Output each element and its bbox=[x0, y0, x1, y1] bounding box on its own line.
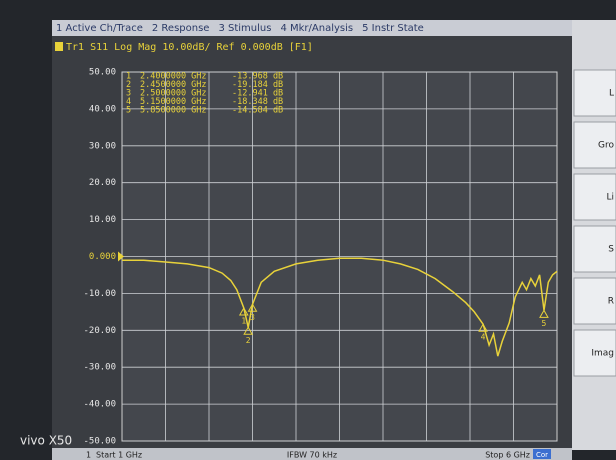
marker bbox=[243, 326, 254, 335]
y-tick-label: -40.00 bbox=[83, 400, 116, 410]
side-button[interactable] bbox=[573, 69, 616, 117]
menu-item[interactable]: 3 Stimulus bbox=[218, 23, 271, 34]
y-tick-label: -50.00 bbox=[83, 437, 116, 447]
side-button[interactable] bbox=[573, 277, 616, 325]
side-button[interactable] bbox=[573, 173, 616, 221]
menu-bar bbox=[52, 20, 572, 36]
y-tick-label: -30.00 bbox=[83, 363, 116, 373]
side-button[interactable] bbox=[573, 121, 616, 169]
marker-row-value: -14.584 dB bbox=[232, 106, 283, 116]
status-channel: 1 bbox=[86, 451, 91, 460]
marker bbox=[238, 307, 249, 316]
marker-row-x: 2.4000000 GHz bbox=[140, 72, 207, 82]
marker-number: 4 bbox=[481, 333, 486, 342]
marker-row-number: 2 bbox=[126, 80, 131, 90]
y-tick-label: -10.00 bbox=[83, 289, 116, 299]
side-button-label: S bbox=[608, 245, 614, 255]
marker-row-value: -19.184 dB bbox=[232, 80, 283, 90]
marker-row-x: 5.1500000 GHz bbox=[140, 97, 207, 107]
menu-item[interactable]: 4 Mkr/Analysis bbox=[280, 23, 353, 34]
trace bbox=[122, 257, 558, 357]
marker-row-number: 5 bbox=[126, 106, 131, 116]
y-tick-label: 10.00 bbox=[89, 215, 116, 225]
reference-pointer bbox=[118, 251, 124, 262]
marker-row-x: 2.5000000 GHz bbox=[140, 89, 207, 99]
chart-title: Tr1 S11 Log Mag 10.00dB/ Ref 0.000dB [F1… bbox=[66, 42, 313, 53]
y-tick-label: 20.00 bbox=[89, 178, 116, 188]
y-tick-label: 50.00 bbox=[89, 68, 116, 78]
marker-row-value: -18.348 dB bbox=[232, 97, 283, 107]
marker-row-number: 3 bbox=[126, 89, 131, 99]
marker-row-value: -12.941 dB bbox=[232, 89, 283, 99]
marker-row-number: 1 bbox=[126, 72, 131, 82]
marker bbox=[539, 309, 549, 318]
side-button-label: Imag bbox=[591, 349, 614, 359]
y-tick-label: 0.000 bbox=[89, 252, 116, 262]
side-button-label: Li bbox=[606, 193, 614, 203]
side-button-label: R bbox=[608, 297, 614, 307]
side-button-label: Gro bbox=[598, 141, 614, 151]
side-button[interactable] bbox=[573, 225, 616, 273]
status-stop: Stop 6 GHz bbox=[485, 451, 530, 460]
status-start: Start 1 GHz bbox=[96, 451, 142, 460]
marker-row-x: 5.8500000 GHz bbox=[140, 106, 207, 116]
side-button[interactable] bbox=[573, 329, 616, 377]
y-tick-label: 30.00 bbox=[89, 141, 116, 151]
marker-row-value: -13.968 dB bbox=[232, 72, 283, 82]
marker-row-number: 4 bbox=[126, 97, 131, 107]
status-ifbw: IFBW 70 kHz bbox=[287, 451, 337, 460]
menu-item[interactable]: 1 Active Ch/Trace bbox=[56, 23, 143, 34]
trace-flag bbox=[55, 42, 63, 51]
marker-number: 3 bbox=[250, 313, 255, 322]
y-tick-label: 40.00 bbox=[89, 104, 116, 114]
menu-item[interactable]: 2 Response bbox=[152, 23, 210, 34]
status-bar bbox=[52, 448, 572, 460]
y-tick-label: -20.00 bbox=[83, 326, 116, 336]
marker bbox=[478, 323, 488, 332]
status-cor: Cor bbox=[536, 451, 548, 459]
watermark: vivo X50 bbox=[20, 434, 72, 448]
side-button-label: L bbox=[609, 89, 614, 99]
cor-badge bbox=[533, 449, 551, 459]
menu-item[interactable]: 5 Instr State bbox=[362, 23, 424, 34]
marker-number: 1 bbox=[241, 317, 246, 326]
marker-row-x: 2.4500000 GHz bbox=[140, 80, 207, 90]
marker-number: 2 bbox=[246, 336, 251, 345]
marker-number: 5 bbox=[542, 319, 547, 328]
marker bbox=[247, 303, 258, 312]
